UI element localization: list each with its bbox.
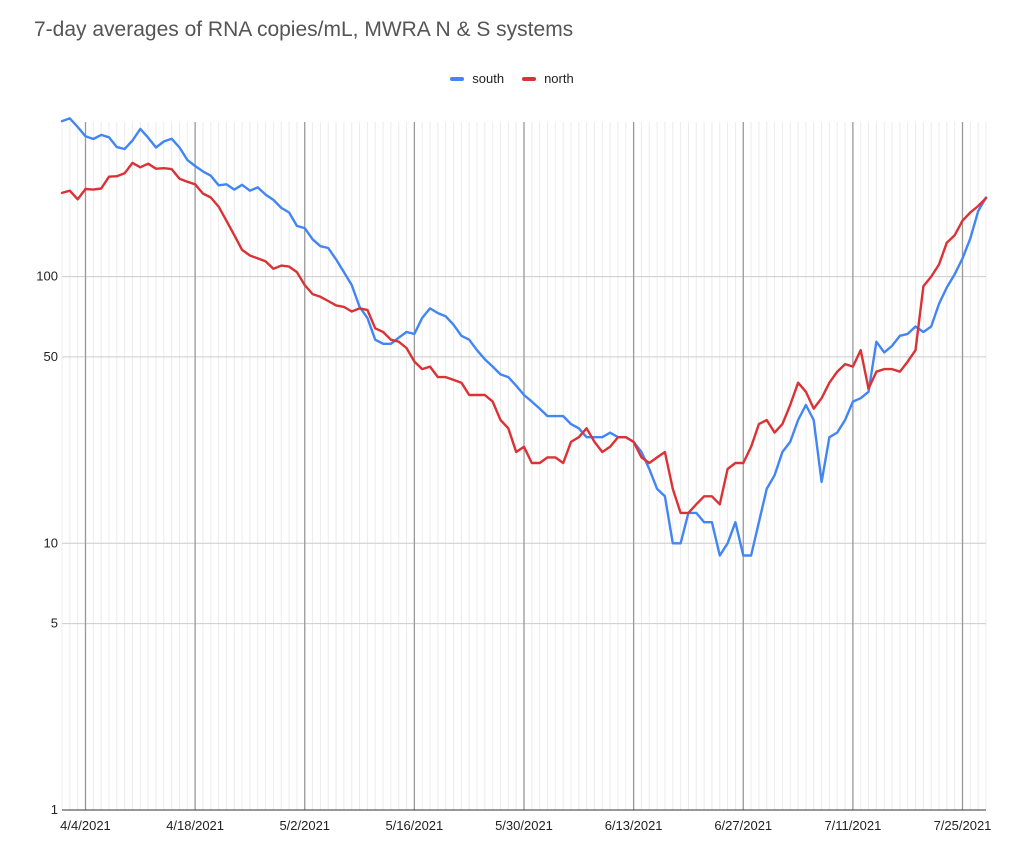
grid [61,122,987,811]
x-tick-label: 5/2/2021 [279,818,330,833]
y-tick-label: 10 [44,535,58,550]
x-tick-label: 6/27/2021 [714,818,772,833]
legend-swatch-north [522,76,537,81]
x-axis-ticks: 4/4/2021 4/18/2021 5/2/2021 5/16/2021 5/30/2… [60,818,991,833]
series-group [60,117,988,557]
legend-swatch-south [450,76,465,81]
legend-label-south: south [472,71,505,86]
y-tick-label: 1 [51,802,58,817]
x-tick-label: 5/30/2021 [495,818,553,833]
series-line-north [60,161,988,515]
y-axis-ticks: 1 5 10 50 100 [36,269,58,817]
legend-item-north: north [522,71,574,86]
x-tick-label: 7/11/2021 [824,818,881,833]
series-line-south [60,117,988,557]
x-tick-label: 4/4/2021 [60,818,111,833]
x-tick-label: 4/18/2021 [166,818,224,833]
legend-item-south: south [450,71,504,86]
x-tick-label: 5/16/2021 [385,818,443,833]
x-tick-label: 7/25/2021 [934,818,992,833]
legend: south north [0,71,1024,86]
y-tick-label: 50 [44,349,58,364]
y-tick-label: 5 [51,616,58,631]
y-tick-label: 100 [36,269,58,284]
legend-label-north: north [544,71,574,86]
x-tick-label: 6/13/2021 [605,818,663,833]
chart-title: 7-day averages of RNA copies/mL, MWRA N … [34,18,574,41]
